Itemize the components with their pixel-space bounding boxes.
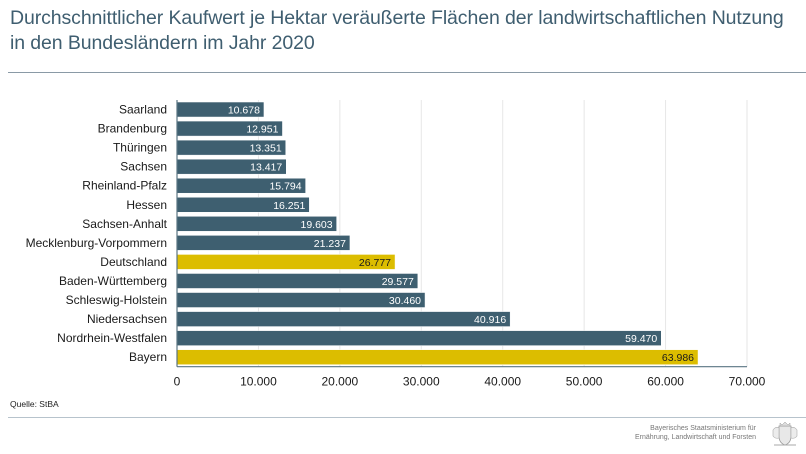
category-label: Baden-Württemberg [59,274,167,288]
source-note: Quelle: StBA [10,399,59,409]
category-label: Rheinland-Pfalz [82,179,167,193]
bar-bayern [176,349,699,365]
x-tick-label: 70.000 [729,375,766,389]
value-label: 63.986 [662,352,694,364]
ministry-name: Bayerisches Staatsministerium für Ernähr… [635,424,756,442]
value-labels: 10.678 12.951 13.351 13.417 15.794 16.251 19.6… [228,105,694,365]
footer-divider [8,417,806,418]
category-label: Bayern [129,350,167,364]
bar-schleswig-holstein [176,292,426,308]
x-tick-label: 50.000 [566,375,603,389]
bars [176,101,699,365]
ministry-name-line2: Ernährung, Landwirtschaft und Forsten [634,434,756,441]
bar-nordrhein-westfalen [176,330,662,346]
category-label: Thüringen [113,141,167,155]
value-label: 59.470 [625,333,657,345]
value-label: 21.237 [314,238,346,250]
ministry-name-line1: Bayerisches Staatsministerium für [650,425,756,432]
value-label: 13.417 [250,162,282,174]
category-label: Sachsen-Anhalt [82,217,167,231]
value-label: 10.678 [228,105,260,117]
category-label: Schleswig-Holstein [66,293,167,307]
category-label: Mecklenburg-Vorpommern [26,236,167,250]
category-label: Nordrhein-Westfalen [57,331,167,345]
value-label: 13.351 [250,143,282,155]
category-label: Niedersachsen [87,312,167,326]
x-tick-label: 10.000 [240,375,277,389]
category-label: Saarland [119,103,167,117]
category-labels: Saarland Brandenburg Thüringen Sachsen Rhein… [26,103,168,365]
x-tick-label: 20.000 [322,375,359,389]
chart-title: Durchschnittlicher Kaufwert je Hektar ve… [10,7,784,54]
bar-niedersachsen [176,311,511,327]
value-label: 40.916 [474,314,506,326]
value-label: 16.251 [273,200,305,212]
title-divider [8,72,806,73]
value-label: 15.794 [269,181,301,193]
value-label: 30.460 [389,295,421,307]
category-label: Hessen [126,198,167,212]
value-label: 12.951 [246,124,278,136]
value-label: 19.603 [300,219,332,231]
x-tick-label: 0 [174,375,181,389]
bavarian-coat-of-arms-icon [772,421,798,446]
value-label: 29.577 [382,276,414,288]
x-tick-label: 60.000 [647,375,684,389]
x-tick-label: 30.000 [403,375,440,389]
value-label: 26.777 [359,257,391,269]
x-tick-label: 40.000 [484,375,521,389]
category-label: Brandenburg [98,122,167,136]
x-axis-tick-labels: 0 10.000 20.000 30.000 40.000 50.000 60.000 70.… [174,375,766,389]
category-label: Deutschland [100,255,167,269]
category-label: Sachsen [120,160,167,174]
